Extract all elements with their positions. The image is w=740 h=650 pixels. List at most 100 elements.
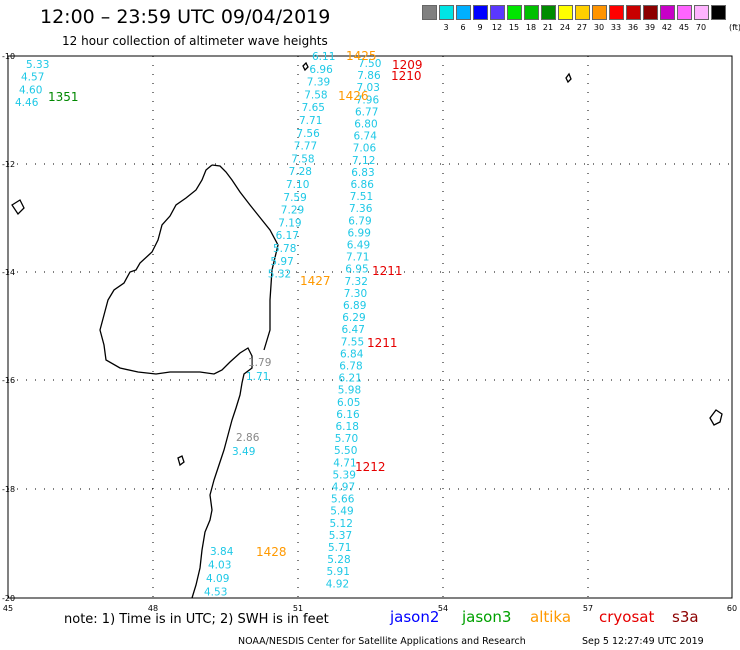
island-north bbox=[302, 61, 309, 72]
swh-value: 6.16 bbox=[336, 409, 360, 421]
swh-value: 6.05 bbox=[337, 397, 360, 409]
legend-swatch bbox=[711, 5, 726, 20]
swh-value: 7.59 bbox=[283, 192, 306, 204]
swh-value: 7.03 bbox=[357, 82, 380, 94]
swh-value: 4.09 bbox=[206, 573, 229, 585]
swh-value: 7.71 bbox=[299, 115, 322, 127]
legend-swatch bbox=[439, 5, 454, 20]
legend-label: 3 bbox=[443, 23, 449, 32]
swh-value: 7.55 bbox=[341, 336, 364, 348]
swh-value: 5.98 bbox=[338, 385, 361, 397]
swh-value: 7.56 bbox=[296, 128, 320, 140]
legend-label: 24 bbox=[559, 23, 571, 32]
swh-value: 7.77 bbox=[294, 141, 317, 153]
swh-value: 7.71 bbox=[346, 252, 369, 264]
legend-swatch bbox=[490, 5, 505, 20]
graticule bbox=[8, 56, 732, 598]
mission-name: jason2 bbox=[390, 608, 440, 626]
swh-value: 4.53 bbox=[204, 587, 227, 599]
swh-value: 7.86 bbox=[357, 70, 381, 82]
swh-value: 6.79 bbox=[348, 215, 371, 227]
legend-swatch bbox=[558, 5, 573, 20]
map-subtitle: 12 hour collection of altimeter wave hei… bbox=[62, 34, 328, 48]
swh-value: 5.28 bbox=[327, 554, 350, 566]
lat-label: -12 bbox=[2, 160, 15, 169]
mission-name: s3a bbox=[672, 608, 699, 626]
legend-label: 6 bbox=[460, 23, 466, 32]
footer-timestamp: Sep 5 12:27:49 UTC 2019 bbox=[582, 636, 704, 647]
time-label: 1211 bbox=[372, 264, 403, 278]
swh-value: 5.50 bbox=[334, 445, 357, 457]
legend-label: 21 bbox=[542, 23, 554, 32]
legend-swatch bbox=[507, 5, 522, 20]
swh-value: 5.70 bbox=[335, 433, 358, 445]
swh-value: 6.89 bbox=[343, 300, 366, 312]
legend-label: 15 bbox=[508, 23, 520, 32]
swh-value: 4.57 bbox=[21, 72, 44, 84]
time-label: 1425 bbox=[346, 49, 377, 63]
swh-value: 6.95 bbox=[345, 264, 368, 276]
swh-value: 6.86 bbox=[351, 179, 375, 191]
lat-label: -20 bbox=[2, 594, 15, 603]
swh-value: 6.17 bbox=[276, 230, 299, 242]
wave-height-labels: 5.334.574.604.466.116.967.397.587.657.71… bbox=[15, 49, 423, 599]
lon-label: 51 bbox=[293, 604, 303, 613]
swh-value: 6.47 bbox=[342, 324, 365, 336]
swh-value: 7.51 bbox=[350, 191, 373, 203]
legend-label: 27 bbox=[576, 23, 588, 32]
swh-value: 6.29 bbox=[342, 312, 365, 324]
swh-value: 6.21 bbox=[339, 373, 362, 385]
swh-value: 5.39 bbox=[333, 469, 356, 481]
legend-swatch bbox=[524, 5, 539, 20]
swh-value: 6.96 bbox=[309, 64, 333, 76]
swh-value: 4.92 bbox=[326, 578, 349, 590]
swh-value: 6.74 bbox=[354, 131, 378, 143]
legend-swatch bbox=[626, 5, 641, 20]
swh-value: 7.96 bbox=[356, 94, 380, 106]
swh-value: 4.60 bbox=[19, 84, 42, 96]
legend-label: 33 bbox=[610, 23, 622, 32]
lon-label: 45 bbox=[3, 604, 13, 613]
swh-value: 5.66 bbox=[331, 494, 355, 506]
lat-label: -16 bbox=[2, 376, 15, 385]
legend-swatch bbox=[456, 5, 471, 20]
legend-swatch bbox=[541, 5, 556, 20]
legend-label: 70 bbox=[695, 23, 707, 32]
time-label: 1428 bbox=[256, 545, 287, 559]
lat-label: -18 bbox=[2, 485, 15, 494]
legend-swatch bbox=[694, 5, 709, 20]
swh-value: 6.18 bbox=[336, 421, 359, 433]
legend-swatch bbox=[575, 5, 590, 20]
swh-value: 6.49 bbox=[347, 240, 370, 252]
map-frame bbox=[7, 55, 733, 599]
island-east bbox=[565, 72, 572, 84]
legend-swatch bbox=[592, 5, 607, 20]
island-west bbox=[11, 199, 25, 216]
swh-value: 5.97 bbox=[270, 256, 293, 268]
island-comoro bbox=[177, 455, 185, 467]
swh-value: 6.11 bbox=[312, 51, 335, 63]
swh-value: 7.58 bbox=[291, 153, 314, 165]
swh-value: 6.83 bbox=[351, 167, 374, 179]
legend-label: 39 bbox=[644, 23, 656, 32]
lon-label: 48 bbox=[148, 604, 158, 613]
swh-value: 7.32 bbox=[345, 276, 368, 288]
swh-value: 7.36 bbox=[349, 203, 373, 215]
lon-label: 54 bbox=[438, 604, 448, 613]
legend-swatch bbox=[643, 5, 658, 20]
swh-value: 3.84 bbox=[210, 546, 234, 558]
lon-label: 57 bbox=[583, 604, 593, 613]
swh-value: 6.99 bbox=[348, 227, 371, 239]
legend-unit: (ft) bbox=[728, 23, 740, 32]
swh-value: 2.86 bbox=[236, 432, 260, 444]
mission-name: jason3 bbox=[462, 608, 512, 626]
mission-name: altika bbox=[530, 608, 572, 626]
swh-value: 5.37 bbox=[329, 530, 352, 542]
legend-swatch bbox=[609, 5, 624, 20]
map-title: 12:00 – 23:59 UTC 09/04/2019 bbox=[40, 6, 331, 28]
swh-value: 7.19 bbox=[278, 217, 301, 229]
legend-swatch bbox=[473, 5, 488, 20]
time-label: 1212 bbox=[355, 460, 386, 474]
time-label: 1351 bbox=[48, 90, 79, 104]
